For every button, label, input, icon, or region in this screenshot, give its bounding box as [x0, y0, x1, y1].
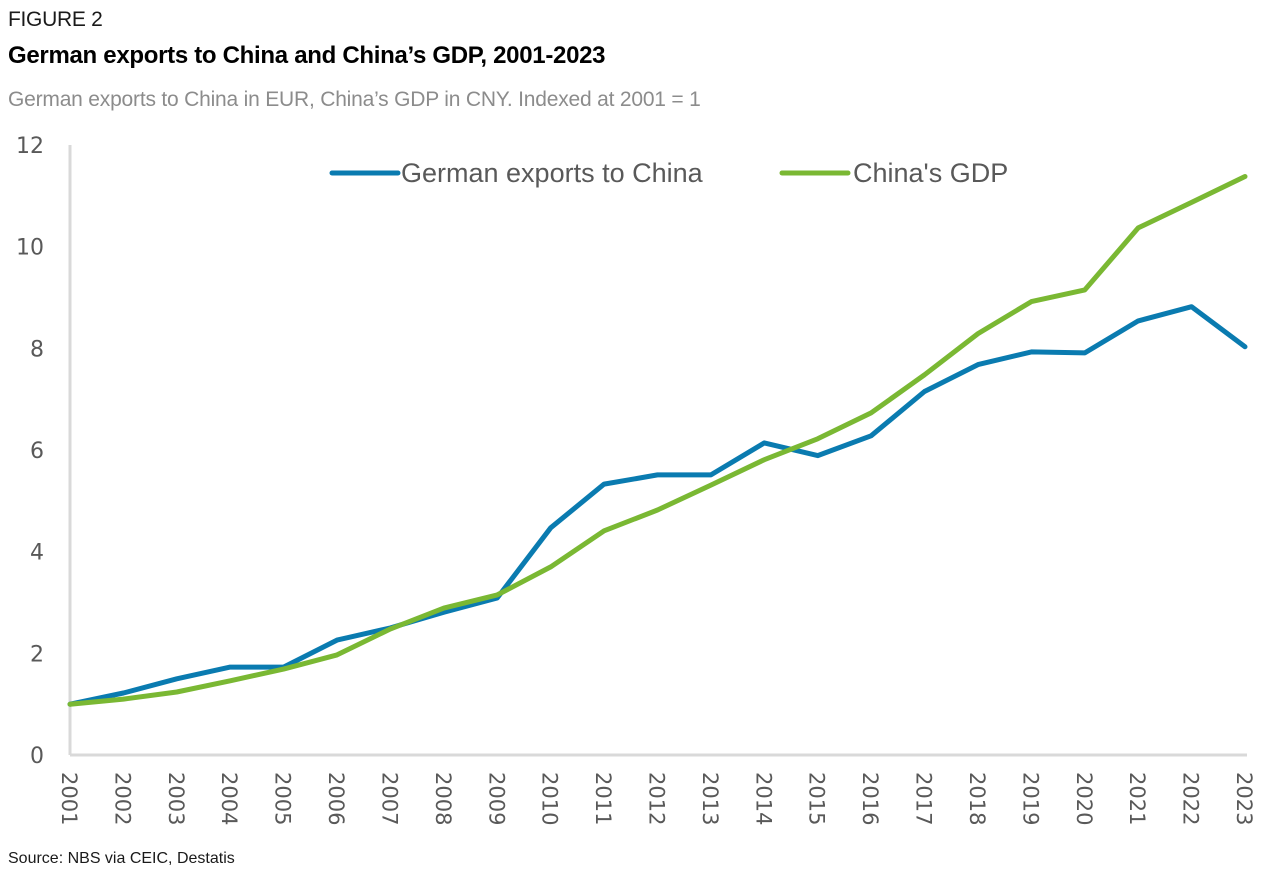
- x-tick-label: 2005: [271, 772, 295, 825]
- x-tick-label: 2019: [1018, 772, 1042, 825]
- series-lines: [67, 174, 1248, 707]
- y-tick-label: 0: [30, 744, 44, 769]
- x-tick-label: 2023: [1232, 772, 1256, 825]
- x-tick-label: 2017: [912, 772, 936, 825]
- y-tick-label: 12: [16, 134, 44, 159]
- y-axis-ticks: 0 2 4 6 8 10 12: [16, 134, 44, 769]
- x-tick-label: 2002: [110, 772, 134, 825]
- x-tick-label: 2004: [217, 772, 241, 825]
- x-tick-label: 2012: [645, 772, 669, 825]
- axes: [68, 145, 1247, 757]
- x-tick-label: 2021: [1125, 772, 1149, 825]
- x-tick-label: 2001: [57, 772, 81, 825]
- series-line-german-exports: [67, 304, 1248, 707]
- y-tick-label: 6: [30, 439, 44, 464]
- x-tick-label: 2018: [965, 772, 989, 825]
- source-note: Source: NBS via CEIC, Destatis: [8, 850, 235, 867]
- legend: German exports to China China's GDP: [329, 158, 1008, 188]
- x-tick-label: 2020: [1072, 772, 1096, 825]
- figure-label: FIGURE 2: [8, 8, 103, 31]
- chart-subtitle: German exports to China in EUR, China’s …: [8, 88, 701, 111]
- legend-label: German exports to China: [401, 158, 704, 188]
- legend-item: German exports to China: [329, 158, 704, 188]
- x-tick-label: 2022: [1179, 772, 1203, 825]
- y-tick-label: 8: [30, 337, 44, 362]
- legend-label: China's GDP: [853, 158, 1008, 188]
- x-tick-label: 2008: [431, 772, 455, 825]
- x-axis-ticks: 2001 2002 2003 2004 2005 2006 2007 2008 2009 2010…: [57, 772, 1256, 825]
- series-line-china-gdp: [67, 174, 1248, 707]
- y-tick-label: 4: [30, 541, 44, 566]
- x-tick-label: 2003: [164, 772, 188, 825]
- x-tick-label: 2006: [324, 772, 348, 825]
- chart-title: German exports to China and China’s GDP,…: [8, 42, 606, 69]
- x-tick-label: 2016: [858, 772, 882, 825]
- x-tick-label: 2010: [538, 772, 562, 825]
- x-tick-label: 2014: [751, 772, 775, 825]
- y-tick-label: 2: [30, 642, 44, 667]
- x-tick-label: 2013: [698, 772, 722, 825]
- x-tick-label: 2009: [484, 772, 508, 825]
- legend-item: China's GDP: [779, 158, 1008, 188]
- y-tick-label: 10: [16, 236, 44, 261]
- x-tick-label: 2011: [591, 772, 615, 825]
- x-tick-label: 2015: [805, 772, 829, 825]
- x-tick-label: 2007: [377, 772, 401, 825]
